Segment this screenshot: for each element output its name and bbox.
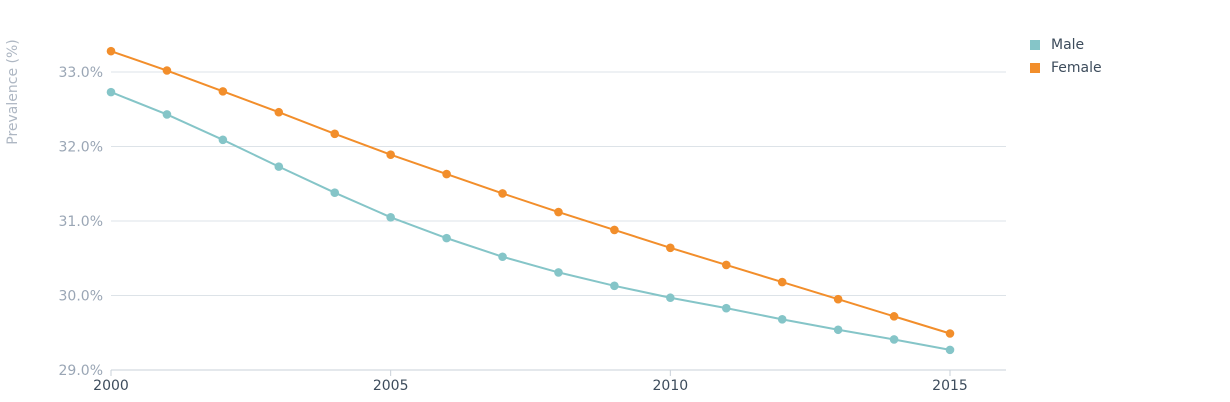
legend-item-male[interactable]: Male bbox=[1030, 33, 1102, 56]
data-point-male[interactable] bbox=[274, 162, 284, 171]
data-point-male[interactable] bbox=[106, 87, 116, 97]
data-point-male[interactable] bbox=[777, 315, 787, 324]
data-point-female[interactable] bbox=[777, 277, 787, 287]
data-point-male[interactable] bbox=[945, 345, 955, 355]
y-tick-label: 31.0% bbox=[59, 214, 103, 230]
data-point-male[interactable] bbox=[498, 252, 507, 262]
data-point-male[interactable] bbox=[666, 293, 675, 303]
data-point-female[interactable] bbox=[106, 46, 116, 56]
data-point-female[interactable] bbox=[721, 260, 731, 270]
x-tick-label: 2005 bbox=[373, 378, 409, 394]
data-point-female[interactable] bbox=[162, 66, 172, 75]
data-point-male[interactable] bbox=[442, 233, 451, 243]
legend-label-female: Female bbox=[1051, 59, 1102, 76]
data-point-male[interactable] bbox=[554, 268, 563, 277]
y-axis-label: Prevalence (%) bbox=[5, 39, 21, 145]
data-point-male[interactable] bbox=[889, 335, 899, 344]
data-point-male[interactable] bbox=[386, 212, 395, 222]
series-line-female bbox=[110, 50, 951, 335]
y-axis-ticks: 29.0% 30.0% 31.0% 32.0% 33.0% bbox=[59, 65, 103, 379]
data-point-female[interactable] bbox=[498, 189, 507, 198]
data-point-male[interactable] bbox=[218, 135, 228, 145]
series-lines bbox=[106, 46, 955, 355]
series-line-male bbox=[110, 91, 951, 351]
x-tick-label: 2015 bbox=[932, 378, 968, 394]
data-point-female[interactable] bbox=[554, 207, 563, 217]
data-point-female[interactable] bbox=[386, 150, 395, 159]
x-tick-label: 2000 bbox=[93, 378, 129, 394]
legend-swatch-male bbox=[1030, 39, 1040, 50]
data-point-female[interactable] bbox=[218, 87, 228, 96]
legend: Male Female bbox=[1030, 33, 1102, 79]
y-tick-label: 33.0% bbox=[59, 65, 103, 81]
data-point-female[interactable] bbox=[833, 294, 843, 304]
y-tick-label: 30.0% bbox=[59, 289, 103, 305]
data-point-female[interactable] bbox=[442, 169, 451, 179]
legend-item-female[interactable]: Female bbox=[1030, 56, 1102, 79]
data-point-female[interactable] bbox=[610, 225, 619, 235]
data-point-male[interactable] bbox=[162, 110, 172, 119]
data-point-male[interactable] bbox=[610, 281, 619, 291]
y-tick-label: 29.0% bbox=[59, 363, 103, 379]
data-point-female[interactable] bbox=[889, 312, 899, 321]
x-tick-label: 2010 bbox=[653, 378, 689, 394]
data-point-male[interactable] bbox=[721, 303, 731, 313]
data-point-female[interactable] bbox=[945, 329, 955, 338]
x-axis-ticks: 2000 2005 2010 2015 bbox=[93, 370, 968, 394]
y-tick-label: 32.0% bbox=[59, 140, 103, 156]
data-point-female[interactable] bbox=[666, 243, 675, 253]
data-point-female[interactable] bbox=[330, 129, 340, 139]
data-point-female[interactable] bbox=[274, 107, 284, 117]
data-point-male[interactable] bbox=[833, 325, 843, 335]
legend-label-male: Male bbox=[1051, 36, 1085, 53]
gridlines bbox=[111, 71, 1006, 371]
legend-swatch-female bbox=[1030, 62, 1040, 73]
data-point-male[interactable] bbox=[330, 188, 340, 197]
